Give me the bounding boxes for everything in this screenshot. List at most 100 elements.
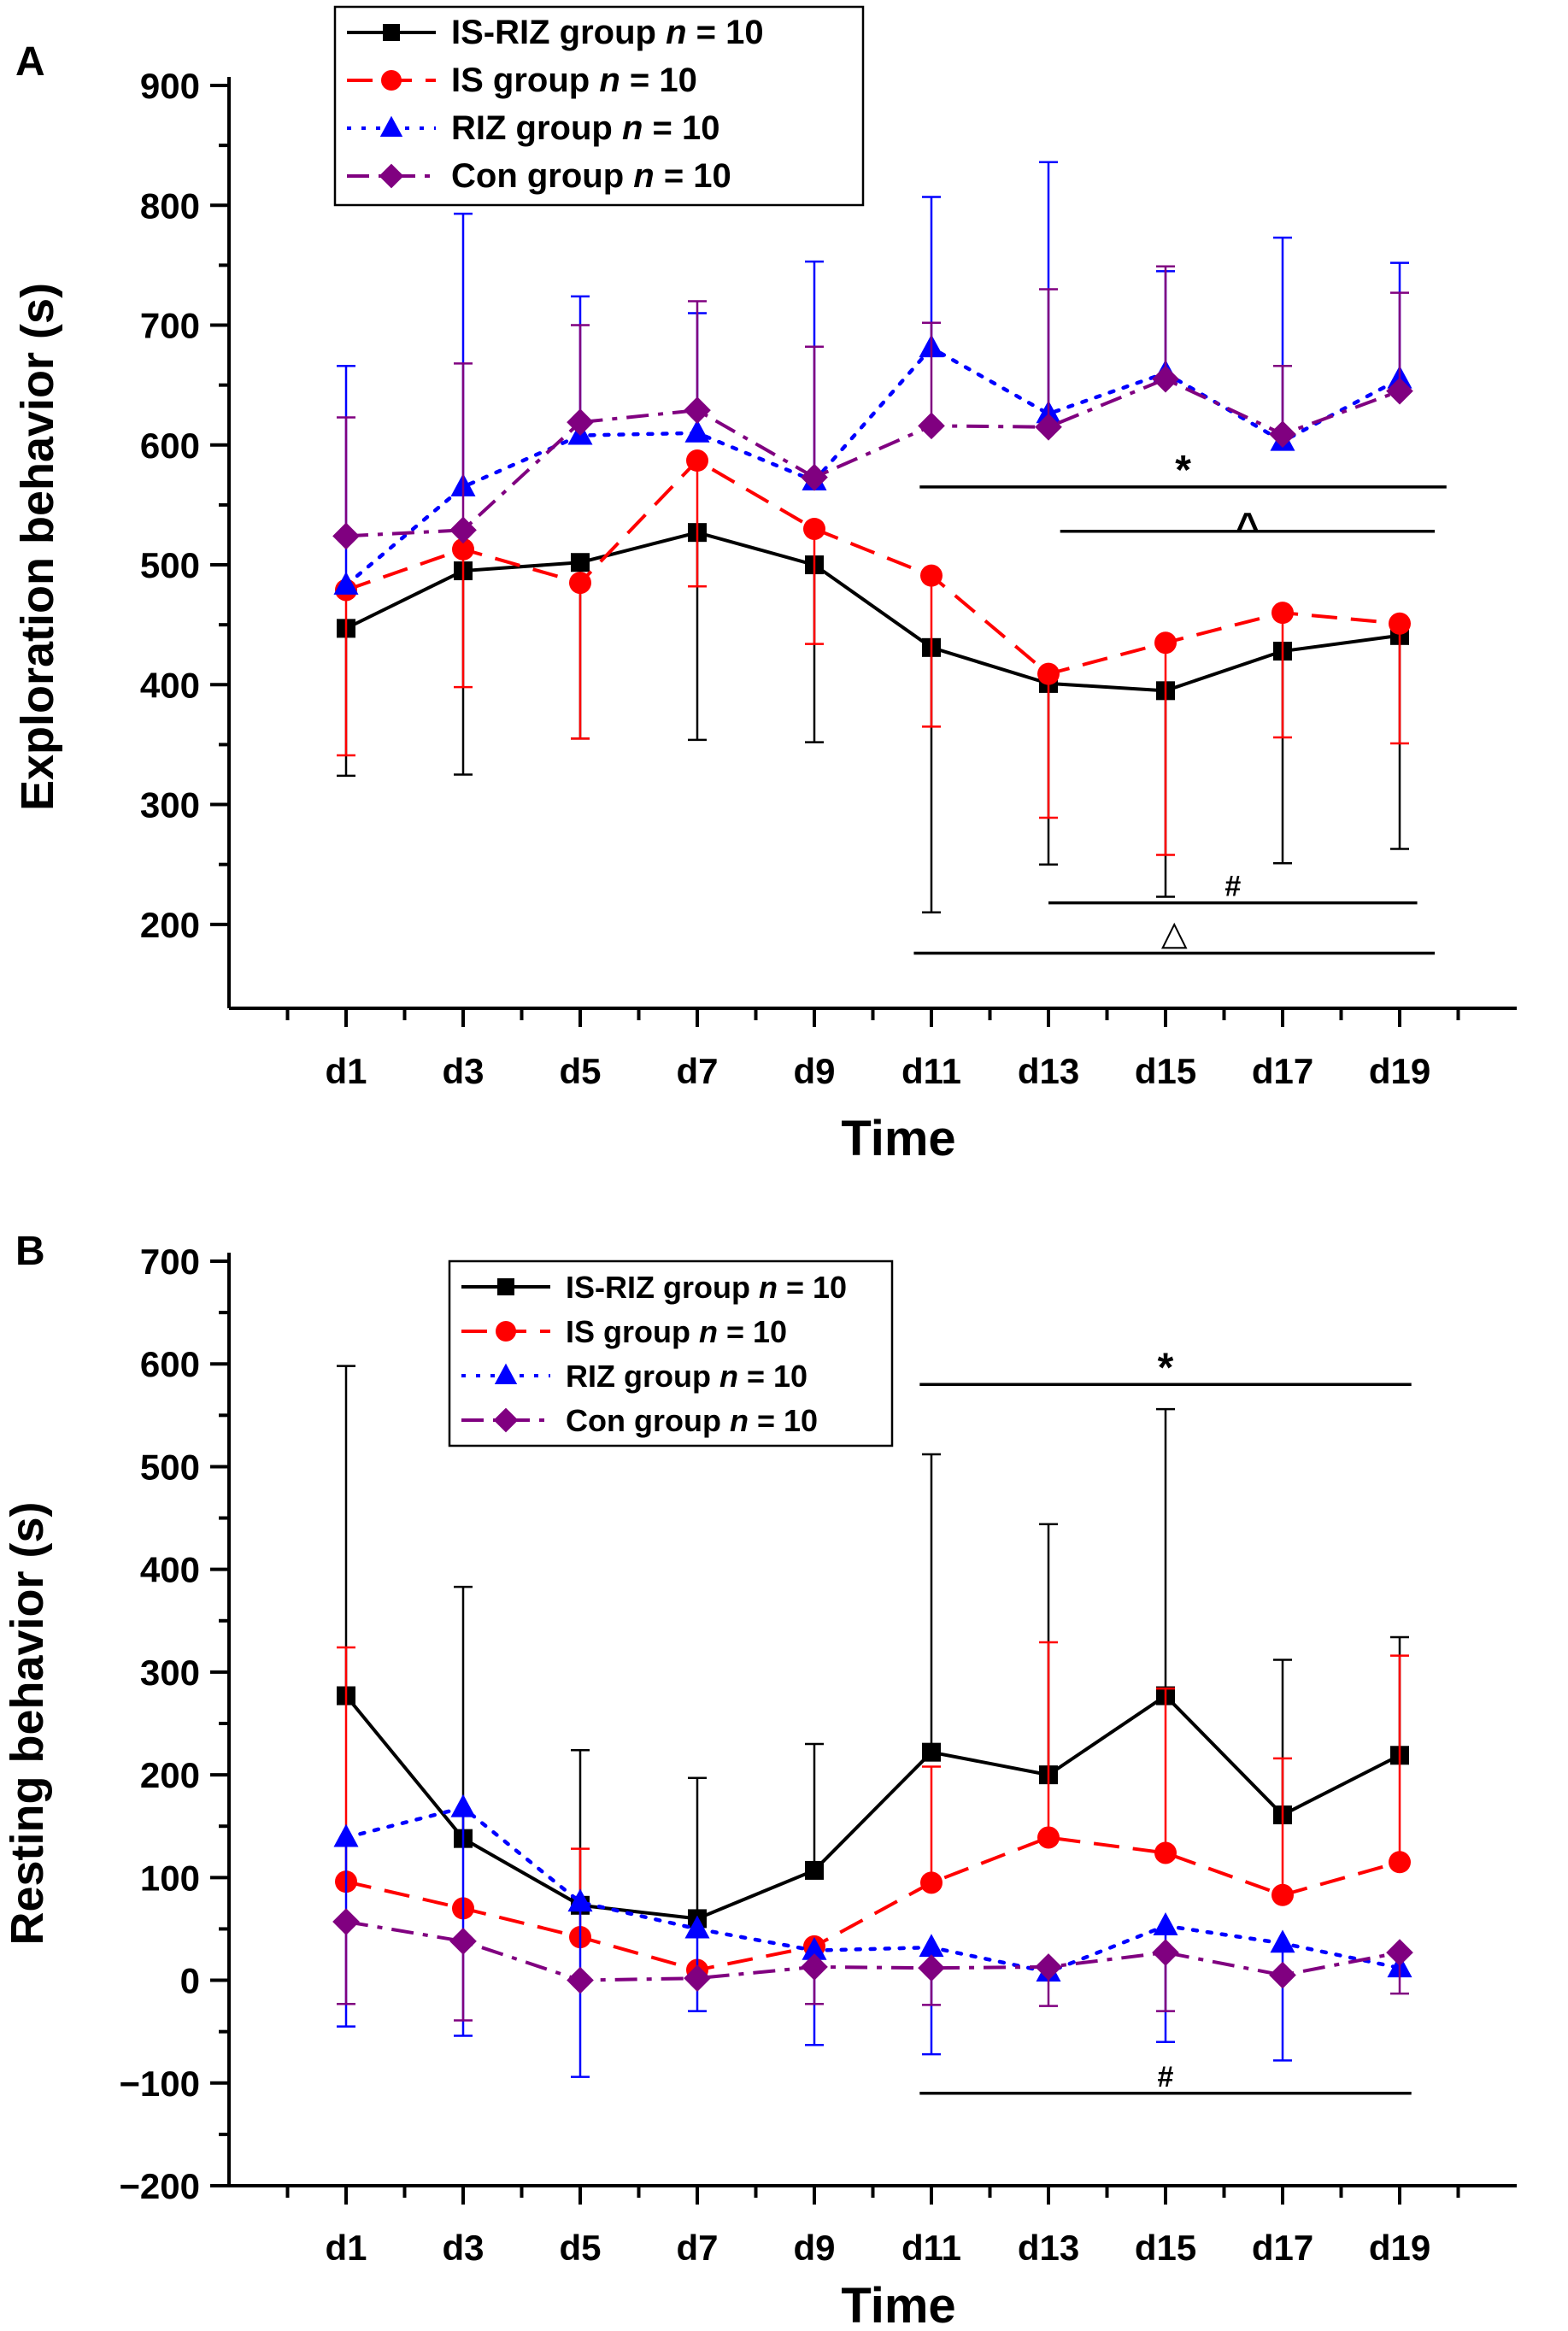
series-0 bbox=[337, 523, 1409, 914]
x-tick-label: d17 bbox=[1252, 1051, 1313, 1091]
series-line bbox=[344, 1693, 1401, 1921]
series-line bbox=[345, 458, 1401, 676]
data-point bbox=[567, 1966, 594, 1994]
y-tick-label: 100 bbox=[140, 1858, 200, 1898]
x-tick-label: d11 bbox=[901, 1051, 961, 1091]
data-point bbox=[1037, 1826, 1060, 1849]
series-line bbox=[345, 1835, 1401, 1972]
legend-n-value: = 10 bbox=[718, 1314, 787, 1349]
x-tick-label: d5 bbox=[559, 1051, 601, 1091]
legend-label: IS-RIZ group n = 10 bbox=[566, 1270, 847, 1305]
legend-label: IS group n = 10 bbox=[451, 62, 697, 99]
legend-marker bbox=[383, 24, 400, 41]
data-point bbox=[1389, 1851, 1411, 1874]
chart-panel-a: A 200 300 400 500 600 700 800 900 d1 d3 d5 d7 d9 d11 d1… bbox=[12, 5, 1517, 1166]
significance-symbol: # bbox=[1224, 871, 1241, 903]
legend-label: RIZ group n = 10 bbox=[566, 1359, 807, 1394]
y-tick-label: 400 bbox=[140, 665, 200, 705]
series-3 bbox=[332, 1908, 1413, 2022]
data-point bbox=[805, 1860, 824, 1880]
legend-label: Con group n = 10 bbox=[451, 157, 731, 195]
legend-label-text: Con group bbox=[566, 1403, 730, 1438]
x-tick-label: d5 bbox=[559, 2228, 601, 2268]
series-2 bbox=[333, 1794, 1412, 2078]
data-point bbox=[684, 1915, 710, 1939]
legend-n-value: = 10 bbox=[749, 1403, 818, 1438]
legend-n-symbol: n bbox=[730, 1403, 749, 1438]
data-point bbox=[1035, 413, 1062, 441]
chart-panel-b: B −200 −100 0 100 200 300 400 500 600 700 d1 d3 d5 d7 d… bbox=[2, 1229, 1517, 2331]
x-axis-title: Time bbox=[841, 2278, 955, 2331]
data-point bbox=[919, 1934, 944, 1958]
y-tick-label: 200 bbox=[140, 1755, 200, 1795]
y-tick-label: 400 bbox=[140, 1550, 200, 1590]
data-point bbox=[1035, 1953, 1062, 1981]
x-tick-label: d17 bbox=[1252, 2228, 1313, 2268]
data-point bbox=[802, 1936, 827, 1960]
legend-n-value: = 10 bbox=[655, 157, 731, 195]
x-tick-label: d7 bbox=[676, 2228, 718, 2268]
significance-symbol: * bbox=[1158, 1345, 1174, 1390]
legend-n-symbol: n bbox=[719, 1359, 738, 1394]
data-point bbox=[1386, 377, 1413, 405]
y-tick-label: 200 bbox=[140, 905, 200, 945]
data-point bbox=[920, 1871, 943, 1894]
legend-n-symbol: n bbox=[666, 14, 686, 51]
y-tick-label: 700 bbox=[140, 306, 200, 346]
data-point bbox=[1271, 602, 1294, 625]
data-point bbox=[332, 522, 360, 550]
data-point bbox=[567, 408, 594, 436]
legend-n-value: = 10 bbox=[687, 14, 764, 51]
significance-symbol: # bbox=[1158, 2061, 1174, 2093]
legend-n-value: = 10 bbox=[738, 1359, 807, 1394]
data-point bbox=[1154, 1841, 1177, 1864]
legend-marker bbox=[379, 163, 404, 189]
data-point bbox=[452, 537, 474, 561]
legend-label: IS group n = 10 bbox=[566, 1314, 787, 1349]
data-point bbox=[803, 517, 825, 540]
legend-marker bbox=[496, 1321, 516, 1342]
data-point bbox=[1037, 662, 1060, 685]
x-tick-label: d15 bbox=[1135, 1051, 1196, 1091]
significance-symbol: * bbox=[1175, 448, 1191, 493]
series-line bbox=[345, 377, 1401, 538]
data-point bbox=[1269, 420, 1296, 448]
data-point bbox=[801, 463, 828, 491]
legend-marker bbox=[381, 70, 402, 91]
legend-marker bbox=[494, 1363, 518, 1384]
x-tick-label: d9 bbox=[793, 2228, 835, 2268]
x-tick-label: d1 bbox=[325, 2228, 367, 2268]
legend-label: IS-RIZ group n = 10 bbox=[451, 14, 764, 51]
y-tick-label: 900 bbox=[140, 66, 200, 106]
x-tick-label: d19 bbox=[1369, 2228, 1430, 2268]
x-tick-label: d13 bbox=[1018, 2228, 1079, 2268]
data-point bbox=[918, 412, 945, 440]
data-point bbox=[1389, 612, 1411, 635]
x-tick-label: d19 bbox=[1369, 1051, 1430, 1091]
series-line bbox=[345, 531, 1401, 693]
legend-n-value: = 10 bbox=[620, 62, 697, 99]
data-point bbox=[684, 1964, 711, 1992]
x-tick-label: d9 bbox=[793, 1051, 835, 1091]
legend-marker bbox=[493, 1407, 519, 1433]
y-axis-title: Exploration behavior (s) bbox=[12, 283, 63, 811]
data-point bbox=[801, 1953, 828, 1981]
legend-marker bbox=[379, 115, 403, 137]
data-point bbox=[1270, 1929, 1295, 1953]
legend-label-text: IS group bbox=[451, 62, 599, 99]
data-point bbox=[1154, 631, 1177, 655]
y-tick-label: 500 bbox=[140, 1447, 200, 1487]
series-line bbox=[344, 345, 1402, 588]
data-point bbox=[1152, 1939, 1179, 1966]
legend-n-symbol: n bbox=[699, 1314, 718, 1349]
series-0 bbox=[337, 1365, 1409, 1929]
legend-label: Con group n = 10 bbox=[566, 1403, 818, 1438]
data-point bbox=[450, 1794, 476, 1817]
x-tick-label: d11 bbox=[901, 2228, 961, 2268]
legend-label-text: Con group bbox=[451, 157, 633, 195]
data-point bbox=[920, 564, 943, 587]
data-point bbox=[571, 553, 590, 572]
legend-label-text: IS group bbox=[566, 1314, 699, 1349]
